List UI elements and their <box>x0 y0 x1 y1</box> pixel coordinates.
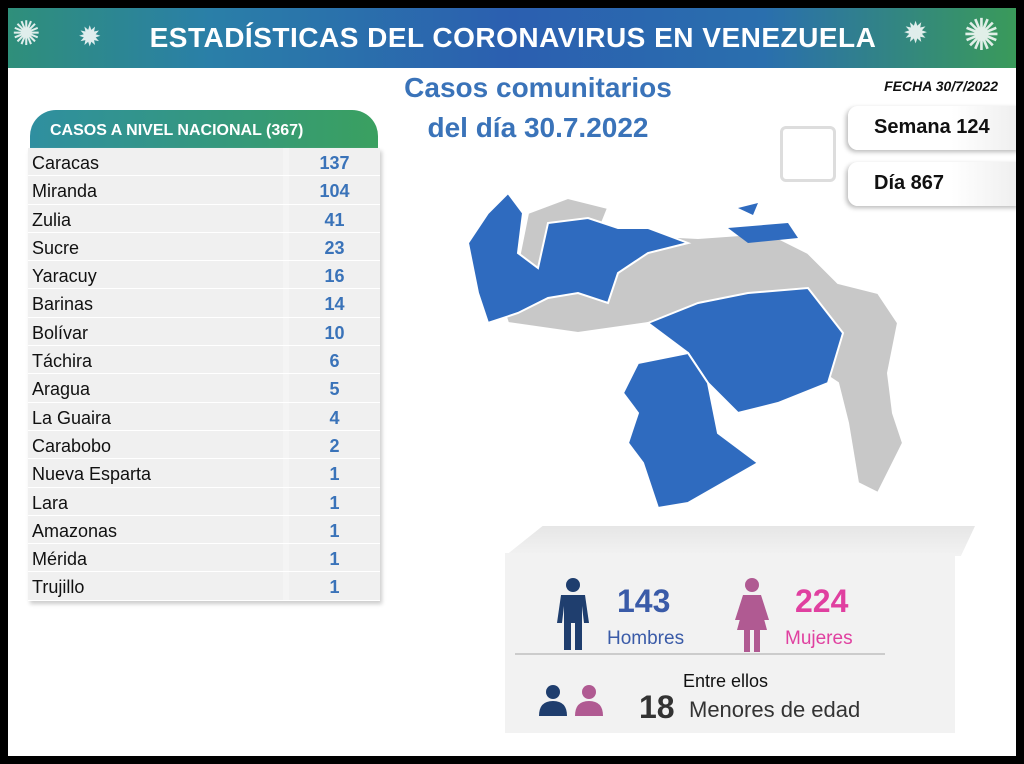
case-count: 14 <box>289 289 380 317</box>
table-row: Carabobo 2 <box>28 430 380 460</box>
table-row: Amazonas 1 <box>28 515 380 545</box>
state-name: Sucre <box>28 232 283 261</box>
table-row: Caracas 137 <box>28 148 380 177</box>
table-row: Lara 1 <box>28 487 380 516</box>
case-count: 4 <box>289 402 380 430</box>
minors-count: 18 <box>639 689 675 725</box>
table-row: Sucre 23 <box>28 232 380 262</box>
man-icon <box>557 578 589 650</box>
men-count: 143 <box>617 583 671 619</box>
table-row: Táchira 6 <box>28 346 380 375</box>
case-count: 1 <box>289 459 380 487</box>
table-row: La Guaira 4 <box>28 402 380 431</box>
state-name: Lara <box>28 487 283 515</box>
state-name: Táchira <box>28 346 283 374</box>
state-name: Yaracuy <box>28 261 283 289</box>
case-count: 5 <box>289 374 380 402</box>
case-count: 1 <box>289 515 380 544</box>
case-count: 6 <box>289 346 380 374</box>
table-row: Miranda 104 <box>28 176 380 205</box>
state-name: Amazonas <box>28 515 283 544</box>
state-name: Bolívar <box>28 317 283 346</box>
state-name: Mérida <box>28 544 283 572</box>
minors-icon <box>539 685 603 716</box>
subtitle-line2: del día 30.7.2022 <box>427 112 649 143</box>
banner: ✺ ✹ ESTADÍSTICAS DEL CORONAVIRUS EN VENE… <box>8 8 1016 68</box>
table-row: Bolívar 10 <box>28 317 380 347</box>
state-name: Aragua <box>28 374 283 402</box>
map-region-blue-amazonas <box>621 351 760 510</box>
table-row: Trujillo 1 <box>28 572 380 601</box>
minors-label: Menores de edad <box>689 697 861 722</box>
case-count: 10 <box>289 317 380 346</box>
card-shadow <box>505 526 975 556</box>
virus-icon: ✺ <box>963 11 1000 60</box>
table-row: Zulia 41 <box>28 204 380 233</box>
state-name: Carabobo <box>28 430 283 459</box>
table-row: Aragua 5 <box>28 374 380 403</box>
week-badge: Semana 124 <box>848 106 1016 150</box>
state-name: Miranda <box>28 176 283 204</box>
venezuela-map <box>466 191 905 510</box>
infographic: ✺ ✹ ESTADÍSTICAS DEL CORONAVIRUS EN VENE… <box>8 8 1016 756</box>
state-name: Caracas <box>28 148 283 176</box>
table-header: CASOS A NIVEL NACIONAL (367) <box>30 110 378 148</box>
state-name: Trujillo <box>28 572 283 600</box>
case-count: 1 <box>289 487 380 515</box>
state-name: Nueva Esparta <box>28 459 283 487</box>
table-row: Mérida 1 <box>28 544 380 573</box>
divider <box>515 653 885 655</box>
map-region-blue-nueva-esparta <box>738 203 758 215</box>
gender-card: 143 Hombres 224 Mujeres Entre ellos 18 M… <box>505 553 955 733</box>
virus-icon: ✹ <box>78 21 102 52</box>
table-row: Nueva Esparta 1 <box>28 459 380 488</box>
case-count: 104 <box>289 176 380 204</box>
state-name: Zulia <box>28 204 283 232</box>
subtitle-line1: Casos comunitarios <box>404 72 672 103</box>
map-region-blue-sucre <box>728 223 798 243</box>
case-count: 137 <box>289 148 380 176</box>
women-label: Mujeres <box>785 628 853 649</box>
virus-icon: ✹ <box>903 17 929 50</box>
case-count: 23 <box>289 232 380 261</box>
women-count: 224 <box>795 583 849 619</box>
date-label: FECHA 30/7/2022 <box>884 78 998 94</box>
map-region-blue-west <box>466 191 692 325</box>
state-name: La Guaira <box>28 402 283 430</box>
woman-icon <box>735 578 769 652</box>
virus-icon: ✺ <box>12 15 41 53</box>
case-count: 41 <box>289 204 380 232</box>
cases-table: Caracas 137 Miranda 104 Zulia 41 Sucre 23 Yaracu… <box>28 148 380 601</box>
table-row: Barinas 14 <box>28 289 380 318</box>
calendar-icon <box>780 126 836 182</box>
banner-title: ESTADÍSTICAS DEL CORONAVIRUS EN VENEZUEL… <box>149 22 877 53</box>
between-label: Entre ellos <box>683 671 769 691</box>
men-label: Hombres <box>607 628 685 649</box>
case-count: 1 <box>289 544 380 572</box>
day-badge: Día 867 <box>848 162 1016 206</box>
state-name: Barinas <box>28 289 283 317</box>
case-count: 2 <box>289 430 380 459</box>
case-count: 1 <box>289 572 380 600</box>
table-row: Yaracuy 16 <box>28 261 380 290</box>
case-count: 16 <box>289 261 380 289</box>
